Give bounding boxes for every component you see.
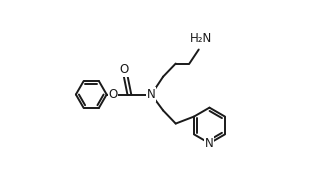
Text: O: O xyxy=(119,63,128,76)
Text: H₂N: H₂N xyxy=(190,32,212,45)
Text: N: N xyxy=(205,137,214,150)
Text: O: O xyxy=(109,88,118,101)
Text: N: N xyxy=(147,88,156,101)
